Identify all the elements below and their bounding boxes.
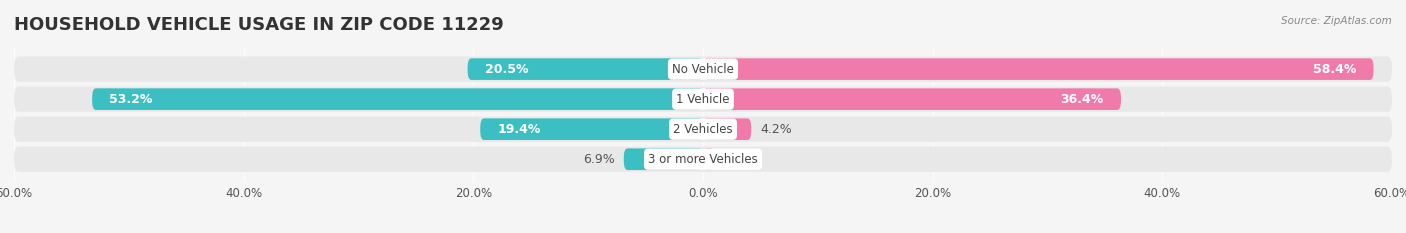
Text: 6.9%: 6.9% [583,153,614,166]
Text: 3 or more Vehicles: 3 or more Vehicles [648,153,758,166]
Text: 0.99%: 0.99% [724,153,763,166]
FancyBboxPatch shape [93,88,703,110]
FancyBboxPatch shape [468,58,703,80]
Text: 1 Vehicle: 1 Vehicle [676,93,730,106]
FancyBboxPatch shape [14,116,1392,142]
FancyBboxPatch shape [703,88,1121,110]
Text: Source: ZipAtlas.com: Source: ZipAtlas.com [1281,16,1392,26]
Text: 19.4%: 19.4% [498,123,541,136]
Text: 20.5%: 20.5% [485,63,529,76]
FancyBboxPatch shape [703,118,751,140]
Text: HOUSEHOLD VEHICLE USAGE IN ZIP CODE 11229: HOUSEHOLD VEHICLE USAGE IN ZIP CODE 1122… [14,16,503,34]
FancyBboxPatch shape [14,147,1392,172]
Text: 58.4%: 58.4% [1313,63,1357,76]
FancyBboxPatch shape [481,118,703,140]
FancyBboxPatch shape [624,148,703,170]
Text: No Vehicle: No Vehicle [672,63,734,76]
Text: 53.2%: 53.2% [110,93,153,106]
FancyBboxPatch shape [14,57,1392,82]
FancyBboxPatch shape [14,86,1392,112]
FancyBboxPatch shape [703,148,714,170]
Text: 2 Vehicles: 2 Vehicles [673,123,733,136]
Text: 4.2%: 4.2% [761,123,792,136]
Text: 36.4%: 36.4% [1060,93,1104,106]
FancyBboxPatch shape [703,58,1374,80]
